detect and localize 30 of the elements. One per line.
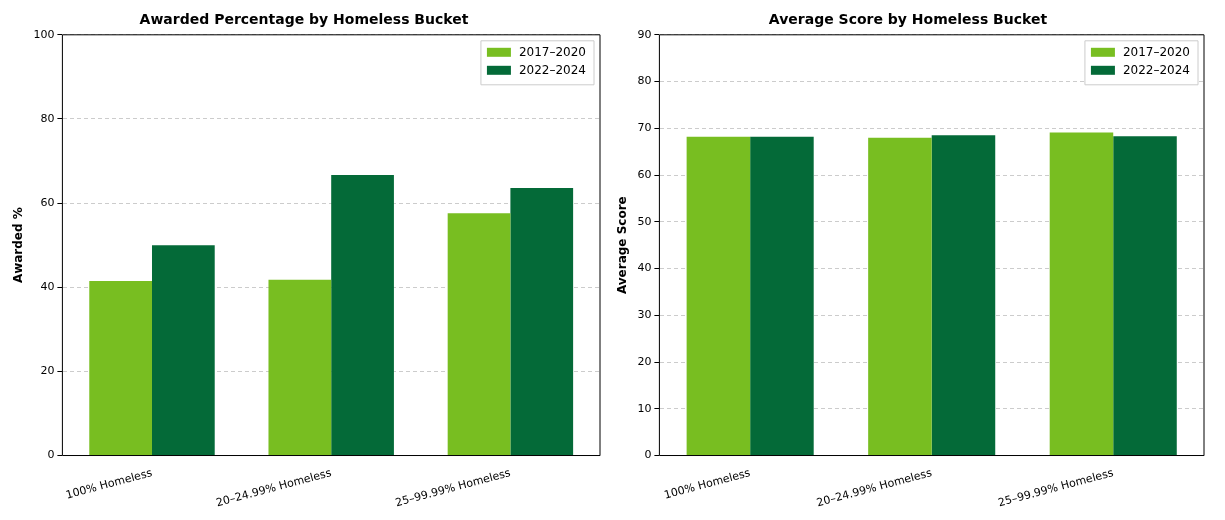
y-tick-label: 10 [637,401,652,415]
y-tick-label: 0 [47,448,55,462]
y-tick-label: 40 [40,280,55,294]
y-tick-label: 60 [637,167,652,181]
y-tick-label: 80 [637,74,652,88]
legend-label: 2017–2020 [518,44,586,59]
y-tick-label: 20 [40,364,55,378]
bar [89,280,152,456]
y-tick-label: 70 [637,121,652,135]
y-axis-title: Awarded % [11,207,26,284]
y-tick-label: 60 [40,195,55,209]
y-tick-label: 90 [637,27,652,41]
y-tick-label: 80 [40,111,55,125]
legend-label: 2022–2024 [518,62,586,77]
y-tick-label: 20 [637,354,652,368]
y-tick-label: 0 [644,448,652,462]
y-tick-label: 100 [33,27,55,41]
y-tick-label: 30 [637,308,652,322]
bar [152,245,215,456]
legend-label: 2017–2020 [1122,44,1190,59]
chart-title: Average Score by Homeless Bucket [768,11,1048,28]
bar [510,187,574,456]
y-tick-label: 40 [637,261,652,275]
legend-label: 2022–2024 [1122,62,1190,77]
bar [447,213,511,456]
chart-title: Awarded Percentage by Homeless Bucket [139,11,469,28]
y-tick-label: 50 [637,214,652,228]
bar [268,279,332,456]
y-axis-title: Average Score [615,196,630,295]
bar [331,174,394,456]
